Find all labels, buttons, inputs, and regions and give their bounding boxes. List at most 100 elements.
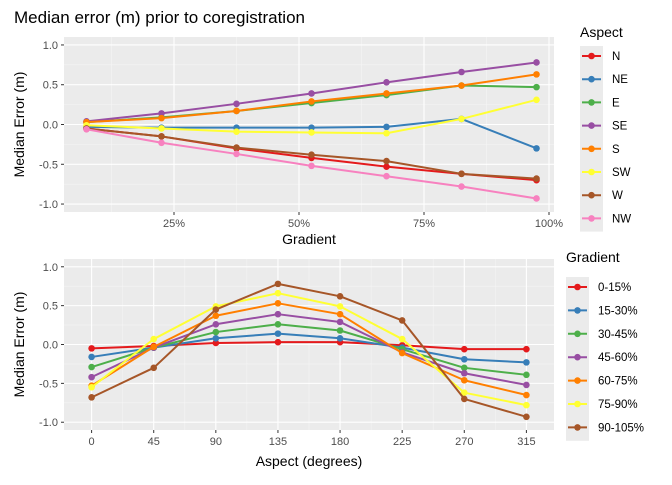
x-tick-label: 75% (413, 218, 435, 230)
y-tick-label: 0.5 (43, 301, 58, 313)
legend-key-point (588, 122, 595, 129)
x-tick-label: 270 (455, 436, 473, 448)
chart-panel-2: -1.0 -0.5 0.0 0.5 1.0 0 45 90 135 180 225 270 315 Asp… (11, 249, 644, 469)
legend-label: 60-75% (598, 376, 638, 388)
data-point-W (308, 151, 315, 159)
legend-label: 15-30% (598, 305, 638, 317)
y-tick-label: 0.0 (43, 120, 58, 132)
data-point-NW (158, 139, 165, 147)
data-point-15-30% (212, 334, 220, 342)
legend-label: W (612, 190, 623, 202)
data-point-75-90% (523, 401, 530, 409)
legend-label: 45-60% (598, 352, 638, 364)
legend-key-point (574, 424, 581, 431)
legend-label: N (612, 51, 620, 63)
data-point-W (458, 170, 465, 178)
legend-key-point (574, 307, 581, 314)
x-axis-title: Aspect (degrees) (256, 453, 363, 469)
data-point-SE (383, 79, 390, 86)
data-point-NW (383, 172, 390, 180)
legend-key-point (588, 75, 595, 83)
legend-label: 75-90% (598, 399, 638, 411)
data-point-NW (533, 195, 540, 202)
chart-panel-1: -1.0 -0.5 0.0 0.5 1.0 25% 50% 75% 100% Gradient Me… (11, 24, 631, 247)
legend-key-point (588, 52, 595, 60)
legend-label: E (612, 97, 620, 109)
data-point-S (458, 82, 465, 89)
data-point-30-45% (336, 327, 344, 334)
x-tick-label: 45 (148, 436, 160, 448)
data-point-NE (308, 124, 315, 131)
legend-label: NW (612, 213, 631, 225)
data-point-60-75% (460, 376, 468, 384)
data-point-NW (308, 162, 315, 170)
data-point-75-90% (398, 335, 406, 343)
data-point-90-105% (523, 413, 530, 421)
legend-key-point (574, 353, 581, 361)
data-point-75-90% (274, 289, 282, 297)
data-point-45-60% (336, 318, 344, 326)
legend-key-point (588, 99, 595, 106)
data-point-N (383, 163, 390, 170)
data-point-W (383, 157, 390, 165)
data-point-SE (458, 68, 465, 76)
data-point-30-45% (212, 328, 220, 336)
data-point-15-30% (523, 359, 530, 366)
chart-title: Median error (m) prior to coregistration (14, 8, 305, 27)
data-point-90-105% (274, 280, 282, 288)
x-tick-label: 25% (163, 218, 185, 230)
x-tick-label: 225 (393, 436, 411, 448)
data-point-60-75% (274, 300, 282, 307)
legend-title: Aspect (580, 24, 623, 40)
legend-label: 30-45% (598, 329, 638, 341)
data-point-75-90% (150, 335, 158, 343)
legend: Aspect N NE E SE S SW W NW (580, 24, 631, 232)
data-point-S (383, 90, 390, 97)
data-point-15-30% (88, 353, 95, 361)
data-point-15-30% (460, 355, 468, 363)
data-point-60-75% (523, 391, 530, 399)
data-point-45-60% (274, 310, 282, 318)
data-point-SW (383, 129, 390, 137)
data-point-45-60% (460, 369, 468, 377)
data-point-S (158, 114, 165, 122)
data-point-0-15% (88, 345, 95, 352)
legend-label: NE (612, 74, 628, 86)
data-point-E (533, 83, 540, 91)
x-tick-label: 180 (331, 436, 349, 448)
data-point-NE (383, 123, 390, 131)
data-point-W (233, 144, 240, 151)
data-point-45-60% (212, 320, 220, 328)
data-point-60-75% (212, 312, 220, 320)
data-point-30-45% (523, 371, 530, 379)
series-line-90-105% (91, 282, 527, 418)
y-tick-label: 0.5 (43, 80, 58, 92)
data-point-NW (83, 125, 90, 133)
data-point-NE (533, 145, 540, 152)
data-point-0-15% (212, 339, 220, 347)
legend-title: Gradient (566, 249, 620, 265)
data-point-45-60% (523, 381, 530, 389)
series-line-60-75% (91, 302, 527, 396)
y-tick-label: -1.0 (39, 417, 58, 429)
data-point-S (233, 107, 240, 115)
data-point-SE (158, 110, 165, 117)
data-point-SW (233, 128, 240, 135)
data-point-30-45% (88, 363, 95, 371)
data-point-90-105% (150, 364, 158, 372)
legend-key-point (588, 168, 595, 176)
legend-key-point (588, 191, 595, 199)
series-line-15-30% (91, 332, 527, 364)
x-tick-label: 0 (89, 436, 95, 448)
data-point-SW (308, 129, 315, 136)
series-line-75-90% (90, 292, 527, 407)
data-point-60-75% (336, 310, 344, 318)
data-point-75-90% (88, 383, 95, 391)
data-point-W (533, 175, 540, 182)
series-line-30-45% (91, 323, 527, 376)
data-point-60-75% (150, 343, 158, 351)
y-tick-label: 0.0 (43, 340, 58, 352)
data-point-S (308, 98, 315, 105)
